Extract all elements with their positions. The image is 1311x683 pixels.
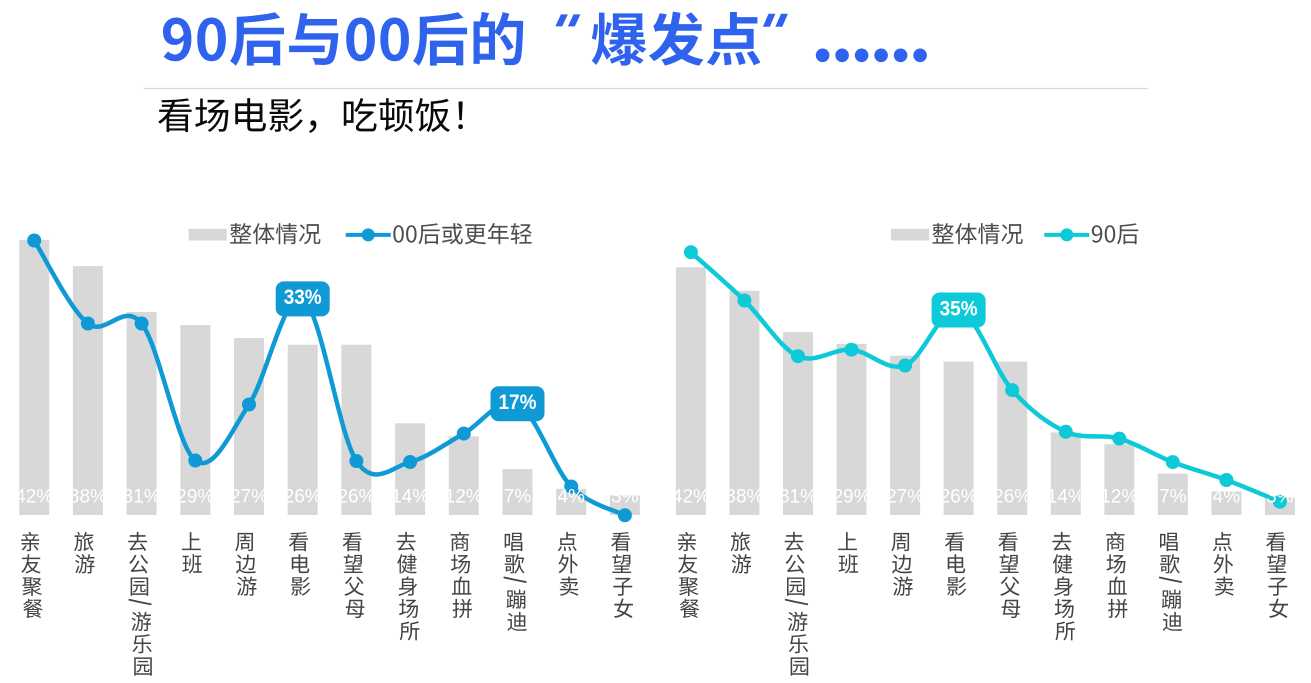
svg-text:3%: 3% [1266,486,1294,507]
svg-text:12%: 12% [1100,486,1138,507]
svg-text:38%: 38% [69,486,107,507]
svg-text:31%: 31% [123,486,161,507]
svg-text:17%: 17% [499,391,537,414]
svg-text:26%: 26% [940,486,978,507]
svg-text:42%: 42% [15,486,53,507]
svg-text:26%: 26% [284,486,322,507]
svg-text:14%: 14% [391,486,429,507]
svg-text:14%: 14% [1047,486,1085,507]
svg-text:7%: 7% [1159,486,1187,507]
svg-text:7%: 7% [504,486,532,507]
svg-text:4%: 4% [1213,486,1241,507]
svg-text:31%: 31% [779,486,817,507]
svg-text:42%: 42% [672,486,710,507]
svg-text:27%: 27% [230,486,268,507]
svg-text:29%: 29% [176,486,214,507]
svg-text:26%: 26% [993,486,1031,507]
svg-text:38%: 38% [725,486,763,507]
svg-text:35%: 35% [940,297,978,320]
svg-text:26%: 26% [337,486,375,507]
svg-text:3%: 3% [611,486,639,507]
svg-text:29%: 29% [832,486,870,507]
svg-text:27%: 27% [886,486,924,507]
svg-text:4%: 4% [557,486,585,507]
svg-text:33%: 33% [284,286,322,309]
svg-text:12%: 12% [445,486,483,507]
